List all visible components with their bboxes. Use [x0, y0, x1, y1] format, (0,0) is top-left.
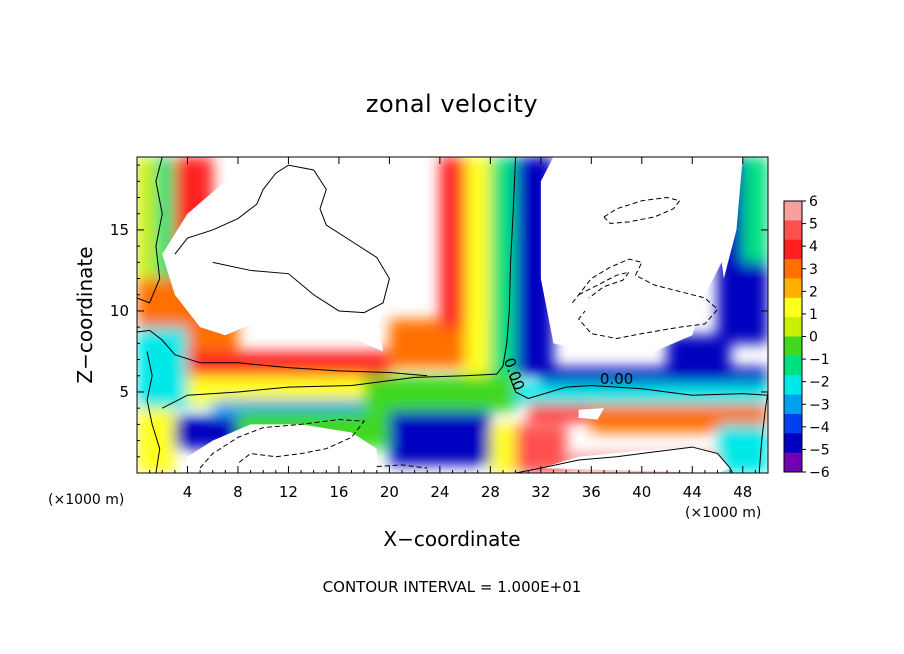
- plot-area: [137, 157, 768, 473]
- y-tick-label-5: 5: [119, 383, 129, 401]
- colorbar-tick-label-0: 6: [809, 194, 818, 210]
- contour-label-1: 0.00: [600, 370, 633, 388]
- field-cell-14: [465, 157, 491, 376]
- colorbar-band-5: [784, 297, 802, 318]
- x-tick-label-12: 12: [279, 483, 298, 501]
- colorbar-band-2: [784, 239, 802, 260]
- field-cell-15: [490, 157, 516, 376]
- colorbar-band-11: [784, 413, 802, 434]
- field-cell-9: [212, 400, 390, 415]
- colorbar-tick-label-6: 0: [809, 330, 818, 346]
- x-tick-label-4: 4: [183, 483, 193, 501]
- colorbar-tick-label-8: −2: [809, 375, 830, 391]
- colorbar-band-7: [784, 336, 802, 357]
- field-cell-5: [137, 408, 175, 473]
- contour-lines: [137, 157, 768, 473]
- colorbar-tick-label-9: −3: [809, 397, 830, 413]
- contour-bottom-left-dashed: [199, 419, 366, 469]
- colorbar-tick-label-10: −4: [809, 420, 830, 436]
- y-axis-label: Z−coordinate: [73, 246, 97, 383]
- x-tick-label-8: 8: [233, 483, 243, 501]
- mid-right-white: [578, 408, 604, 420]
- colorbar-tick-label-7: −1: [809, 352, 830, 368]
- x-tick-label-40: 40: [632, 483, 651, 501]
- x-tick-label-28: 28: [481, 483, 500, 501]
- masked-regions: [162, 157, 743, 473]
- colorbar-tick-label-4: 2: [809, 284, 818, 300]
- bottom-left-white: [181, 424, 377, 473]
- contour-right-edge-solid: [758, 391, 768, 473]
- colorbar-band-13: [784, 452, 802, 473]
- x-axis-unit-right: (×1000 m): [685, 505, 761, 521]
- y-axis-ticks: 5 10 15: [110, 164, 768, 458]
- contour-bottom-mid-dashed: [376, 464, 428, 469]
- x-axis-label: X−coordinate: [383, 527, 520, 551]
- upper-left-white: [162, 157, 390, 336]
- colorbar-tick-label-5: 1: [809, 307, 818, 323]
- x-tick-label-16: 16: [329, 483, 348, 501]
- colorbar-tick-label-3: 3: [809, 262, 818, 278]
- colorbar-band-1: [784, 220, 802, 241]
- field-cell-18: [389, 411, 491, 465]
- chart-title: zonal velocity: [366, 90, 538, 118]
- y-tick-label-10: 10: [110, 302, 129, 320]
- contour-interval-note: CONTOUR INTERVAL = 1.000E+01: [323, 578, 582, 596]
- y-tick-label-15: 15: [110, 221, 129, 239]
- field-cell-7: [187, 351, 390, 376]
- colorbar-band-3: [784, 259, 802, 279]
- colorbar-band-12: [784, 433, 802, 454]
- x-tick-label-44: 44: [683, 483, 702, 501]
- contour-right-dashed-small: [603, 197, 681, 224]
- colorbar-band-9: [784, 375, 802, 396]
- contour-right-dashed-large: [571, 258, 719, 340]
- contour-left-vertical: [146, 351, 161, 473]
- upper-mid-white: [237, 310, 384, 352]
- upper-right-white: [540, 157, 731, 352]
- x-tick-label-20: 20: [380, 483, 399, 501]
- colorbar: 6 5 4 3 2 1 0 −1 −2 −3 −4 −5 −6: [783, 194, 830, 481]
- field-cell-8: [187, 375, 365, 405]
- bottom-right-white: [540, 447, 731, 473]
- contour-zero-contour-vertical: [162, 157, 517, 409]
- colorbar-band-6: [784, 317, 802, 337]
- colorbar-tick-label-12: −6: [809, 465, 830, 481]
- x-tick-label-32: 32: [531, 483, 550, 501]
- colorbar-band-4: [784, 278, 802, 299]
- contour-bottom-right-solid: [515, 446, 734, 473]
- field-cell-21: [540, 367, 768, 384]
- colorbar-tick-label-2: 4: [809, 239, 818, 255]
- colorbar-tick-label-1: 5: [809, 217, 818, 233]
- x-tick-label-48: 48: [733, 483, 752, 501]
- colorbar-tick-label-11: −5: [809, 442, 830, 458]
- x-tick-label-36: 36: [582, 483, 601, 501]
- contour-left-edge-upper: [137, 157, 163, 304]
- right-strip-white: [717, 157, 743, 279]
- x-axis-ticks: 4 8 12 16 20 24 28 32 36 40 44 48: [149, 157, 756, 501]
- field-cell-17: [364, 375, 516, 412]
- contour-zero-contour-horizontal: [508, 375, 768, 399]
- colorbar-band-0: [784, 201, 802, 221]
- x-tick-label-24: 24: [430, 483, 449, 501]
- contour-upper-left-closed: [174, 164, 390, 314]
- field-cell-23: [528, 404, 592, 422]
- contour-left-edge-lower: [137, 329, 428, 377]
- field-cell-20: [515, 383, 768, 405]
- x-axis-unit-left: (×1000 m): [48, 492, 124, 508]
- colorbar-band-8: [784, 355, 802, 376]
- field-cell-29: [742, 157, 768, 263]
- colorbar-band-10: [784, 394, 802, 415]
